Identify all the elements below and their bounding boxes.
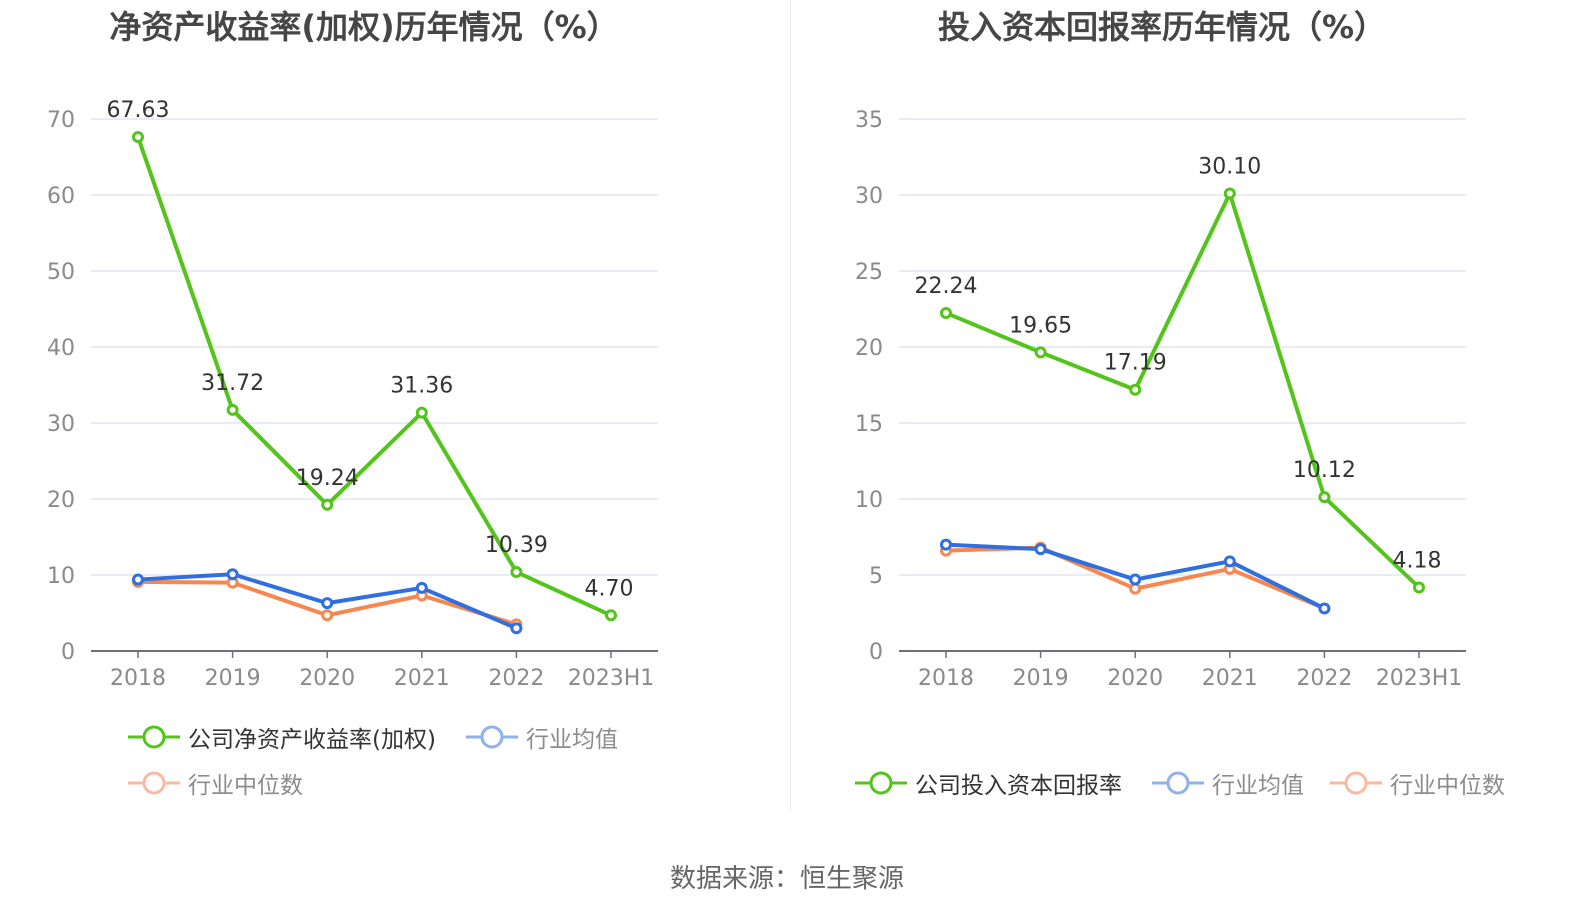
data-point-company: [1318, 491, 1331, 504]
data-point-company: [510, 566, 523, 579]
series-line-company: [136, 136, 612, 618]
data-label: 22.24: [915, 274, 978, 299]
legend-label: 公司投入资本回报率: [915, 773, 1122, 799]
roic-chart: 0 5 10 15 20 25 30 35 2018 2019 2020 2021 2022 2023H1…: [855, 108, 1466, 691]
y-tick-label: 70: [47, 108, 75, 133]
y-tick-label: 30: [855, 184, 883, 209]
data-point-industry_avg: [1223, 555, 1236, 568]
y-tick-label: 10: [855, 488, 883, 513]
data-label: 19.65: [1009, 313, 1072, 338]
data-point-industry_avg: [1129, 573, 1142, 586]
data-source: 数据来源：恒生聚源: [669, 864, 904, 894]
data-point-industry_avg: [132, 573, 144, 586]
data-label: 10.39: [485, 533, 548, 558]
data-label: 67.63: [107, 98, 170, 123]
legend-item-industry-median[interactable]: 行业中位数: [1330, 766, 1505, 800]
data-label: 17.19: [1104, 351, 1167, 376]
chart-title-roic: 投入资本回报率历年情况（%）: [937, 8, 1387, 46]
data-point-industry_avg: [321, 597, 334, 610]
x-tick-label: 2021: [1202, 666, 1258, 691]
data-point-industry_avg: [226, 568, 239, 581]
x-tick-label: 2018: [110, 666, 166, 691]
legend-label: 行业均值: [526, 727, 618, 753]
series-line-company: [945, 191, 1421, 589]
y-tick-label: 5: [869, 564, 883, 589]
data-point-company: [132, 131, 144, 144]
data-label: 30.10: [1198, 154, 1261, 179]
roe-chart: 0 10 20 30 40 50 60 70 2018 2019 2020 2021 2022 2023H…: [47, 98, 658, 691]
legend-median-marker-icon: [128, 771, 180, 795]
legend-item-industry-avg[interactable]: 行业均值: [1152, 766, 1304, 800]
legend-label: 行业中位数: [1390, 773, 1505, 799]
chart-title-roe: 净资产收益率(加权)历年情况（%）: [109, 8, 619, 46]
data-point-company: [321, 498, 334, 511]
y-tick-label: 15: [855, 412, 883, 437]
data-point-company: [940, 306, 952, 319]
y-tick-label: 50: [47, 260, 75, 285]
data-point-company: [605, 609, 617, 622]
legend-label: 行业中位数: [188, 773, 303, 799]
x-tick-label: 2022: [1296, 666, 1352, 691]
data-point-company: [1413, 581, 1425, 594]
data-point-industry_avg: [940, 538, 952, 551]
data-point-industry_avg: [510, 622, 523, 635]
data-point-industry_avg: [415, 581, 428, 594]
data-label: 19.24: [296, 466, 359, 491]
y-tick-label: 30: [47, 412, 75, 437]
data-label: 10.12: [1293, 458, 1356, 483]
data-point-industry_avg: [1318, 602, 1331, 615]
data-point-company: [415, 406, 428, 419]
data-point-company: [226, 403, 239, 416]
y-tick-label: 20: [855, 336, 883, 361]
legend-label: 公司净资产收益率(加权): [188, 727, 436, 753]
x-tick-label: 2023H1: [568, 666, 655, 691]
data-point-industry_median: [321, 609, 334, 622]
data-point-company: [1223, 187, 1236, 200]
data-point-industry_avg: [1034, 543, 1047, 556]
legend-company-marker-icon: [855, 771, 907, 795]
x-tick-label: 2021: [394, 666, 450, 691]
y-tick-label: 10: [47, 564, 75, 589]
data-point-company: [1129, 383, 1142, 396]
data-label: 4.70: [585, 576, 634, 601]
data-label: 31.36: [390, 374, 453, 399]
x-tick-label: 2019: [1013, 666, 1069, 691]
legend-item-company[interactable]: 公司投入资本回报率: [855, 766, 1122, 800]
legend-item-company[interactable]: 公司净资产收益率(加权): [128, 720, 436, 754]
y-tick-label: 0: [869, 640, 883, 665]
y-tick-label: 60: [47, 184, 75, 209]
legend-label: 行业均值: [1212, 773, 1304, 799]
legend-company-marker-icon: [128, 725, 180, 749]
y-tick-label: 0: [61, 640, 75, 665]
legend-avg-marker-icon: [1152, 771, 1204, 795]
x-tick-label: 2019: [205, 666, 261, 691]
x-tick-label: 2018: [918, 666, 974, 691]
y-tick-label: 35: [855, 108, 883, 133]
data-point-company: [1034, 346, 1047, 359]
chart-divider: [790, 0, 791, 812]
y-tick-label: 25: [855, 260, 883, 285]
data-label: 31.72: [201, 371, 264, 396]
x-tick-label: 2020: [1107, 666, 1163, 691]
data-label: 4.18: [1393, 548, 1442, 573]
legend-item-industry-median[interactable]: 行业中位数: [128, 766, 303, 800]
legend-avg-marker-icon: [466, 725, 518, 749]
legend-median-marker-icon: [1330, 771, 1382, 795]
x-tick-label: 2020: [299, 666, 355, 691]
y-tick-label: 40: [47, 336, 75, 361]
legend-item-industry-avg[interactable]: 行业均值: [466, 720, 618, 754]
y-tick-label: 20: [47, 488, 75, 513]
x-tick-label: 2023H1: [1376, 666, 1463, 691]
x-tick-label: 2022: [488, 666, 544, 691]
